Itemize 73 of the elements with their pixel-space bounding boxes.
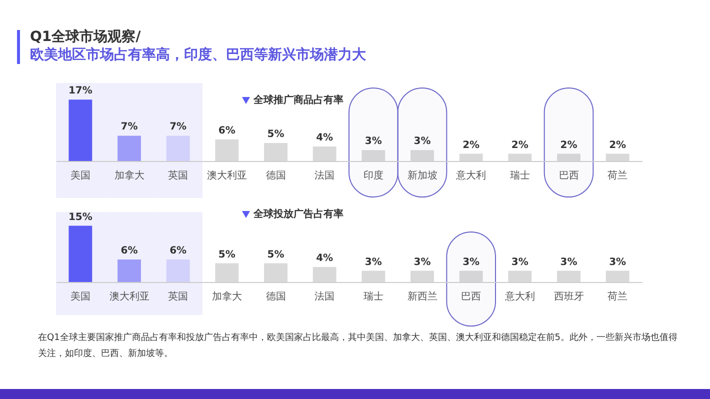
bar [508, 270, 532, 282]
data-label: 4% [316, 253, 334, 264]
x-tick-label: 美国 [70, 290, 90, 302]
x-tick-label: 英国 [168, 170, 188, 182]
x-tick-label: 西班牙 [554, 290, 584, 302]
x-tick-label: 印度 [363, 170, 384, 182]
text: 欧美地区市场占有率高，印度、巴西等新兴市场潜力大 [30, 46, 366, 64]
data-label: 3% [414, 136, 431, 148]
x-tick-label: 德国 [266, 292, 286, 302]
chart-title: 全球投放广告占有率 [254, 209, 344, 220]
data-label: 6% [218, 125, 236, 136]
data-label: 2% [560, 140, 578, 151]
x-tick-label: 法国 [314, 290, 335, 302]
x-tick-label: 澳大利亚 [206, 170, 247, 182]
x-tick-label: 巴西 [461, 292, 482, 302]
data-label: 3% [414, 256, 431, 268]
text: Q1全球市场观察/ [30, 28, 142, 46]
x-tick-label: 法国 [314, 170, 335, 182]
data-label: 3% [364, 256, 382, 268]
data-label: 2% [462, 140, 480, 151]
data-label: 3% [462, 256, 480, 268]
data-label: 2% [609, 140, 626, 151]
bar [215, 263, 239, 282]
x-tick-label: 荷兰 [608, 170, 628, 182]
data-label: 15% [68, 212, 92, 223]
data-label: 3% [560, 256, 578, 268]
x-tick-label: 加拿大 [114, 170, 144, 182]
x-tick-label: 巴西 [558, 170, 579, 182]
x-tick-label: 美国 [70, 170, 90, 182]
bar [68, 100, 92, 161]
data-label: 7% [170, 122, 187, 133]
bar [68, 226, 92, 282]
chart-title: 全球推广商品占有率 [254, 95, 344, 106]
bar [606, 270, 630, 282]
bar [215, 139, 239, 161]
data-label: 2% [511, 140, 528, 151]
data-label: 3% [364, 136, 382, 148]
bar [606, 154, 630, 161]
x-tick-label: 新加坡 [407, 170, 438, 182]
bar [410, 150, 434, 161]
bar [459, 270, 483, 282]
bar [557, 154, 580, 161]
data-label: 6% [170, 246, 187, 256]
bar [312, 267, 336, 282]
x-tick-label: 新西兰 [407, 290, 438, 302]
bar [264, 263, 288, 282]
data-label: 3% [609, 256, 626, 268]
x-tick-label: 荷兰 [608, 290, 628, 302]
data-label: 6% [120, 246, 138, 256]
data-label: 5% [267, 249, 284, 260]
x-tick-label: 英国 [168, 290, 188, 302]
bar [264, 142, 288, 161]
bar [362, 270, 386, 282]
bar [459, 154, 483, 161]
data-label: 5% [267, 128, 284, 140]
text: 在Q1全球主要国家推广商品占有率和投放广告占有率中，欧美国家占比最高，其中美国、加拿大、英国、澳大利亚和德国稳定在前5。此外，一些新兴市场也值得关注，如印度、巴西、新加坡等。 [38, 332, 678, 361]
x-tick-label: 瑞士 [510, 170, 530, 182]
x-tick-label: 意大利 [504, 290, 535, 302]
bar [312, 146, 336, 161]
data-label: 7% [120, 122, 138, 133]
x-tick-label: 瑞士 [363, 290, 384, 302]
bar [508, 154, 532, 161]
data-label: 4% [316, 132, 334, 144]
bar [410, 270, 434, 282]
bar [557, 270, 580, 282]
x-tick-label: 澳大利亚 [109, 290, 150, 302]
x-tick-label: 加拿大 [212, 290, 242, 302]
data-label: 3% [511, 256, 528, 268]
bar [362, 150, 386, 161]
x-tick-label: 德国 [266, 170, 286, 182]
data-label: 17% [68, 86, 92, 97]
x-tick-label: 意大利 [455, 170, 486, 182]
data-label: 5% [218, 249, 236, 260]
